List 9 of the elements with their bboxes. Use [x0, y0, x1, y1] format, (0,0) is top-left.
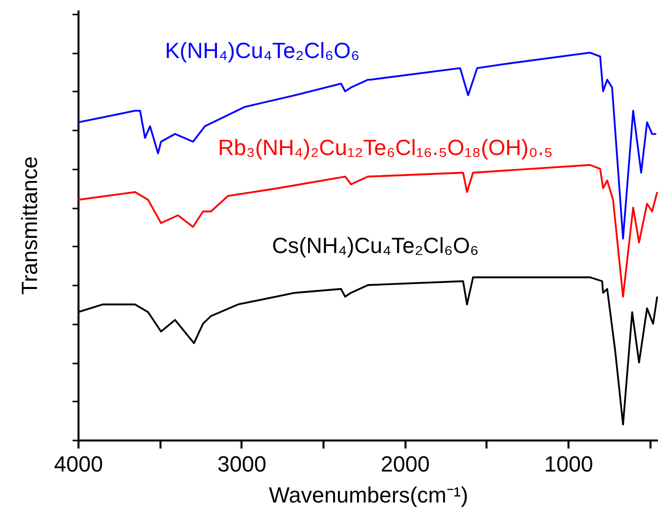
series-label: Rb₃(NH₄)₂Cu₁₂Te₆Cl₁₆.₅O₁₈(OH)₀.₅: [218, 135, 553, 160]
x-axis-title: Wavenumbers(cm⁻¹): [268, 482, 468, 508]
series-label: K(NH₄)Cu₄Te₂Cl₆O₆: [165, 38, 360, 63]
x-tick-label: 4000: [54, 452, 103, 476]
series-label: Cs(NH₄)Cu₄Te₂Cl₆O₆: [272, 233, 479, 258]
x-tick-label: 3000: [217, 452, 266, 476]
x-tick-label: 2000: [380, 452, 430, 476]
y-axis-title: Transmittance: [16, 156, 42, 295]
x-tick-label: 1000: [544, 452, 594, 476]
